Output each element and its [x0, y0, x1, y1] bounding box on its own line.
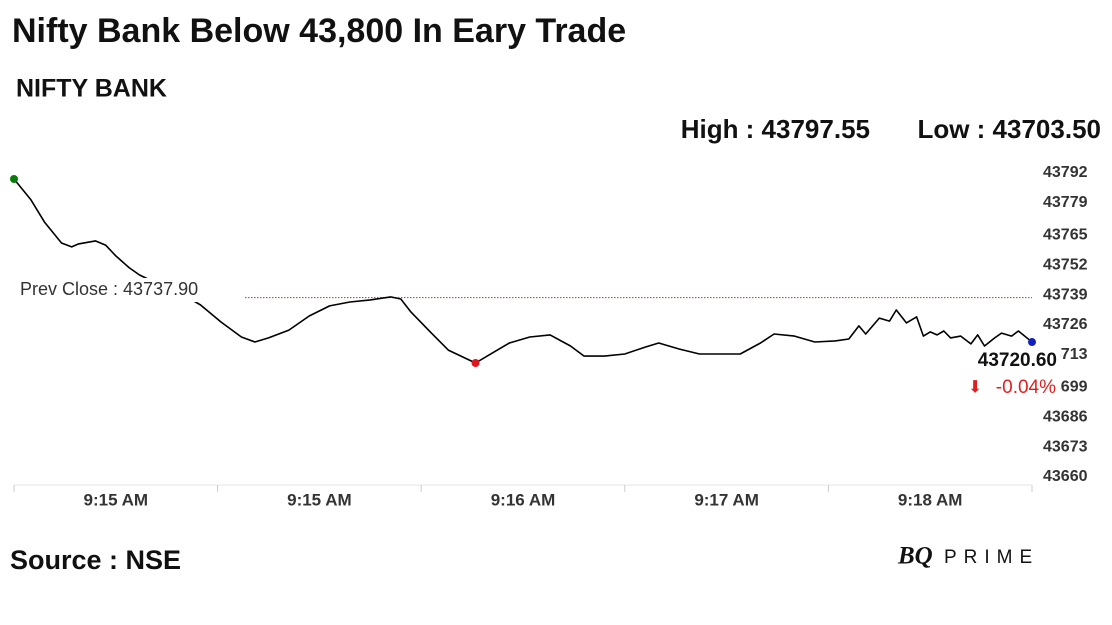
reference-label: Prev Close : 43737.90: [20, 279, 198, 299]
logo-text: PRIME: [944, 547, 1039, 568]
x-tick-label: 9:18 AM: [898, 490, 963, 509]
y-tick-label: 43726: [1043, 316, 1088, 333]
y-tick-label: 43792: [1043, 164, 1088, 181]
y-tick-label: 43673: [1043, 438, 1088, 455]
reference-label-bg: [14, 278, 244, 302]
point-marker: [471, 359, 480, 367]
x-tick-label: 9:16 AM: [491, 490, 556, 509]
last-label-bg: [962, 347, 1060, 373]
logo-mark: BQ: [897, 543, 933, 570]
source: Source : NSE: [10, 545, 181, 575]
x-tick-label: 9:15 AM: [287, 490, 352, 509]
x-tick-label: 9:15 AM: [84, 490, 149, 509]
y-tick-label: 43660: [1043, 468, 1088, 485]
point-marker: [1028, 338, 1036, 347]
x-tick-label: 9:17 AM: [694, 490, 759, 509]
change-label-bg: [962, 375, 1060, 399]
chart-title: Nifty Bank Below 43,800 In Eary Trade: [12, 12, 626, 50]
last-value-label: 43720.60: [978, 350, 1057, 371]
y-tick-label: 43752: [1043, 256, 1088, 273]
change-arrow: ⬇: [968, 377, 982, 396]
y-tick-label: 43779: [1043, 194, 1088, 211]
low-label: Low : 43703.50: [917, 114, 1101, 144]
price-line: [13, 178, 1033, 364]
point-marker: [10, 174, 18, 183]
chart-subtitle: NIFTY BANK: [16, 75, 167, 103]
change-label: -0.04%: [996, 377, 1056, 398]
high-label: High : 43797.55: [681, 114, 870, 144]
y-tick-label: 43739: [1043, 286, 1088, 303]
y-tick-label: 43686: [1043, 408, 1088, 425]
y-tick-label: 43765: [1043, 226, 1088, 243]
